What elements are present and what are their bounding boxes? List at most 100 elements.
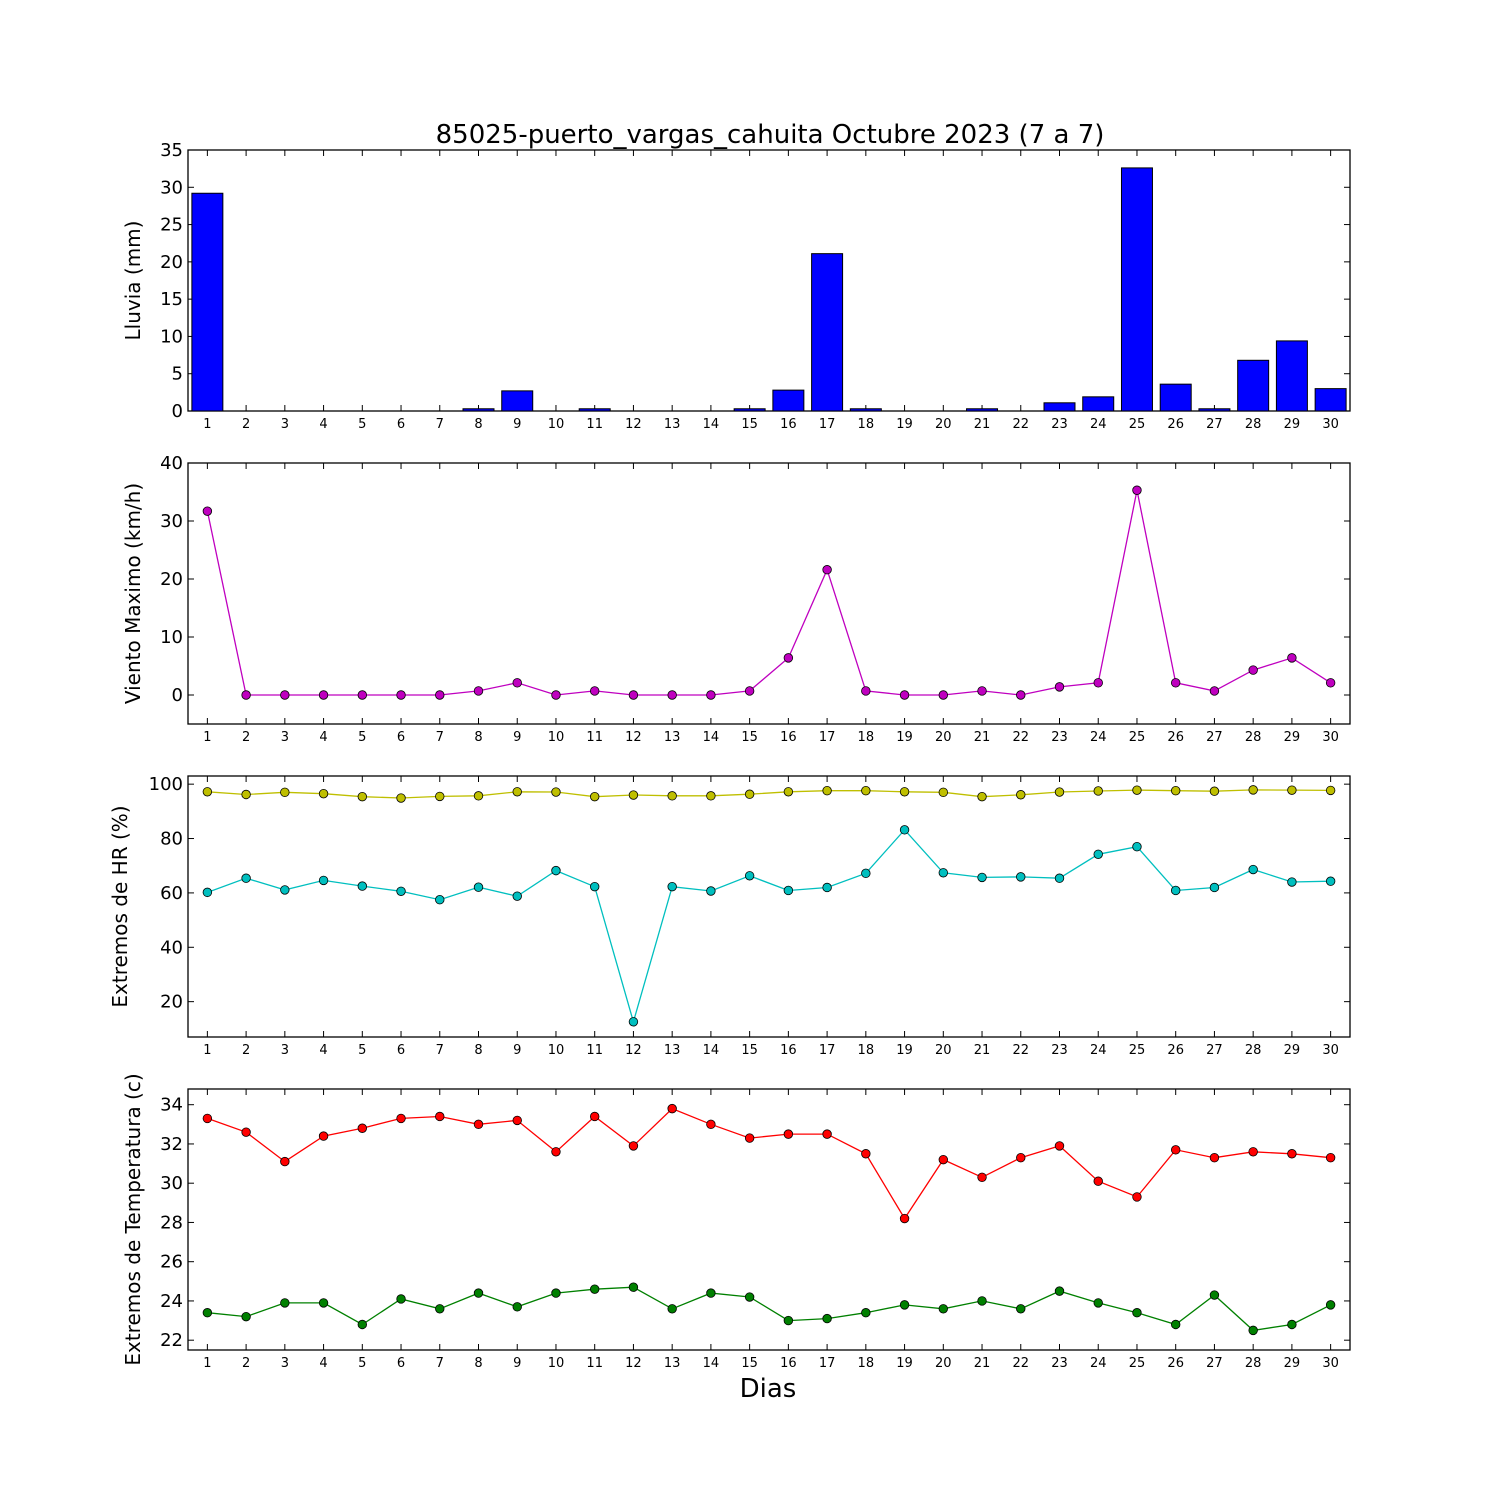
bar-day-15 [733, 408, 766, 412]
x-tick-label: 28 [1245, 1043, 1262, 1058]
x-tick-label: 19 [896, 1043, 913, 1058]
x-tick-label: 8 [474, 417, 482, 432]
y-axis-title: Extremos de HR (%) [108, 805, 132, 1007]
point-series1-day-24 [1093, 1176, 1103, 1186]
x-tick-label: 17 [819, 1356, 836, 1371]
series-line-1 [206, 490, 1331, 696]
point-series2-day-14 [706, 886, 716, 896]
x-tick-label: 30 [1322, 1043, 1339, 1058]
x-tick-label: 24 [1090, 1043, 1107, 1058]
point-series1-day-6 [396, 1113, 406, 1124]
plot-frame [187, 775, 1351, 1038]
point-series1-day-5 [357, 690, 368, 700]
x-tick-label: 11 [586, 730, 603, 745]
point-series2-day-15 [744, 871, 755, 881]
series-line-2 [207, 1286, 1331, 1332]
point-series1-day-13 [667, 1103, 677, 1114]
point-series2-day-10 [551, 1288, 561, 1298]
point-series1-day-14 [706, 690, 716, 700]
point-series1-day-29 [1287, 653, 1297, 663]
point-series2-day-29 [1287, 1319, 1297, 1330]
point-series2-day-15 [744, 1292, 755, 1302]
x-tick-label: 28 [1245, 1356, 1262, 1371]
series-line-1 [207, 789, 1331, 799]
x-tick-label: 22 [1012, 730, 1029, 745]
point-series1-day-15 [744, 789, 755, 799]
point-series1-day-16 [783, 653, 794, 663]
point-series1-day-30 [1325, 785, 1336, 796]
point-series1-day-1 [202, 506, 213, 516]
bar-day-1 [191, 192, 224, 412]
x-tick-label: 10 [548, 1356, 565, 1371]
x-tick-label: 11 [586, 1043, 603, 1058]
point-series2-day-30 [1325, 1300, 1336, 1310]
x-tick-label: 3 [281, 1043, 289, 1058]
point-series1-day-19 [899, 1213, 910, 1224]
y-tick-label: 20 [160, 569, 183, 590]
point-series1-day-10 [551, 1147, 561, 1157]
point-series1-day-13 [667, 791, 677, 801]
point-series1-day-12 [628, 1141, 639, 1151]
point-series1-day-3 [280, 787, 290, 798]
point-series2-day-25 [1132, 1308, 1142, 1318]
x-tick-label: 13 [664, 1356, 681, 1371]
x-tick-label: 29 [1284, 730, 1301, 745]
x-tick-label: 25 [1129, 730, 1146, 745]
point-series1-day-7 [435, 791, 445, 802]
point-series2-day-18 [861, 868, 871, 879]
x-tick-label: 18 [858, 730, 875, 745]
series-line-2 [207, 828, 1331, 1025]
chart-title: 85025-puerto_vargas_cahuita Octubre 2023… [436, 120, 1105, 150]
x-tick-label: 7 [436, 730, 444, 745]
bar-day-16 [772, 389, 805, 412]
x-tick-label: 30 [1322, 417, 1339, 432]
y-tick-label: 100 [149, 774, 183, 795]
point-series1-day-25 [1132, 485, 1142, 495]
point-series1-day-22 [1016, 690, 1026, 700]
y-tick-label: 35 [160, 140, 183, 161]
x-tick-label: 21 [974, 1043, 991, 1058]
bar-day-24 [1082, 396, 1115, 412]
x-tick-label: 18 [858, 1043, 875, 1058]
x-tick-label: 13 [664, 730, 681, 745]
point-series2-day-3 [280, 885, 290, 895]
point-series1-day-15 [744, 1133, 755, 1143]
plot-frame [187, 462, 1351, 725]
point-series1-day-26 [1170, 678, 1181, 688]
x-tick-label: 15 [741, 730, 758, 745]
x-tick-label: 5 [358, 1043, 366, 1058]
point-series2-day-22 [1016, 1304, 1026, 1314]
point-series2-day-28 [1248, 864, 1258, 875]
x-tick-label: 16 [780, 1356, 797, 1371]
x-tick-label: 2 [242, 417, 250, 432]
x-tick-label: 11 [586, 1356, 603, 1371]
y-tick-label: 60 [160, 883, 183, 904]
point-series1-day-17 [822, 565, 832, 575]
y-tick-label: 0 [172, 401, 183, 422]
x-tick-label: 9 [513, 1356, 521, 1371]
bar-day-21 [966, 408, 999, 412]
x-tick-label: 1 [203, 1356, 211, 1371]
point-series2-day-7 [435, 895, 445, 905]
y-tick-label: 20 [160, 252, 183, 273]
point-series1-day-30 [1325, 678, 1336, 688]
point-series2-day-6 [396, 1294, 406, 1304]
point-series2-day-9 [512, 1302, 522, 1312]
y-tick-label: 22 [160, 1330, 183, 1351]
x-tick-label: 2 [242, 730, 250, 745]
x-tick-label: 17 [819, 730, 836, 745]
x-tick-label: 15 [741, 417, 758, 432]
point-series2-day-7 [435, 1304, 445, 1314]
point-series1-day-1 [202, 1113, 213, 1124]
y-tick-label: 40 [160, 937, 183, 958]
bar-day-18 [849, 408, 882, 412]
x-tick-label: 23 [1051, 730, 1068, 745]
point-series1-day-14 [706, 791, 716, 801]
y-tick-label: 40 [160, 453, 183, 474]
point-series2-day-13 [667, 881, 677, 892]
x-tick-label: 14 [703, 730, 720, 745]
point-series2-day-23 [1054, 873, 1065, 883]
